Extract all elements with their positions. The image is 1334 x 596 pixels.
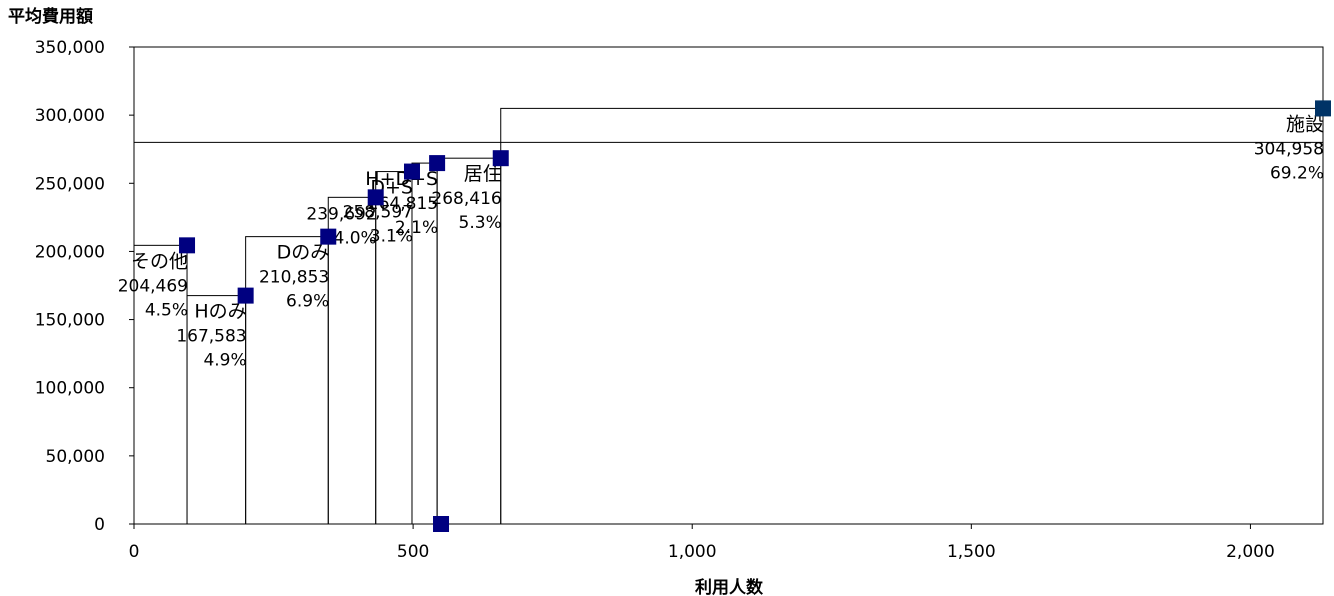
y-tick-label: 0 (94, 515, 105, 535)
y-axis-title: 平均費用額 (8, 6, 93, 27)
x-tick-label: 0 (129, 542, 140, 562)
data-label: 4.9% (203, 351, 246, 371)
data-point-marker (179, 237, 196, 254)
data-label: 167,583 (176, 327, 246, 347)
x-tick-label: 2,000 (1226, 542, 1275, 562)
data-label: 居住 (464, 163, 502, 185)
data-label: Dのみ (277, 242, 330, 264)
y-tick-label: 350,000 (35, 38, 105, 58)
data-label: 239,692 (306, 204, 376, 224)
data-label: Hのみ (194, 301, 246, 323)
x-tick-label: 1,500 (947, 542, 996, 562)
data-label: 304,958 (1254, 139, 1324, 159)
step-bar (500, 107, 1324, 525)
data-point-marker (492, 150, 509, 167)
data-point-marker (367, 189, 384, 206)
y-tick-label: 50,000 (46, 447, 105, 467)
data-label: 204,469 (118, 276, 188, 296)
data-point-marker (433, 516, 450, 532)
data-label: 3.1% (370, 227, 413, 247)
markers (179, 100, 1331, 532)
plot-area (133, 46, 1324, 525)
y-tick-label: 150,000 (35, 311, 105, 331)
data-label: 268,416 (431, 189, 501, 209)
data-labels: その他 204,469 4.5% Hのみ 167,583 4.9% Dのみ 210,853 6.… (118, 113, 1324, 370)
data-point-marker (237, 287, 254, 304)
step-outlines (133, 107, 1324, 525)
x-tick-label: 1,000 (668, 542, 717, 562)
y-tick-label: 200,000 (35, 242, 105, 262)
data-label: 施設 (1286, 113, 1324, 135)
data-label: 5.3% (459, 213, 502, 233)
data-label: 4.5% (145, 300, 188, 320)
data-label: 210,853 (259, 268, 329, 288)
data-point-marker (429, 155, 446, 172)
data-label: その他 (131, 250, 188, 272)
data-label: 2.1% (395, 218, 438, 238)
data-label: 258,597 (343, 203, 413, 223)
data-label: 264,815 (368, 194, 438, 214)
data-label: 6.9% (286, 292, 329, 312)
y-axis: 0 50,000 100,000 150,000 200,000 250,000 300,0… (35, 38, 134, 535)
x-tick-label: 500 (397, 542, 429, 562)
data-label: 69.2% (1270, 163, 1324, 183)
x-axis: 0 500 1,000 1,500 2,000 (129, 524, 1275, 562)
data-point-marker (1315, 100, 1331, 117)
x-axis-title: 利用人数 (695, 577, 764, 596)
y-tick-label: 250,000 (35, 174, 105, 194)
y-tick-label: 300,000 (35, 106, 105, 126)
data-point-marker (320, 228, 337, 245)
y-tick-label: 100,000 (35, 379, 105, 399)
data-label: 4.0% (334, 228, 377, 248)
data-point-marker (403, 163, 420, 180)
data-label: H+D+S (365, 168, 438, 190)
